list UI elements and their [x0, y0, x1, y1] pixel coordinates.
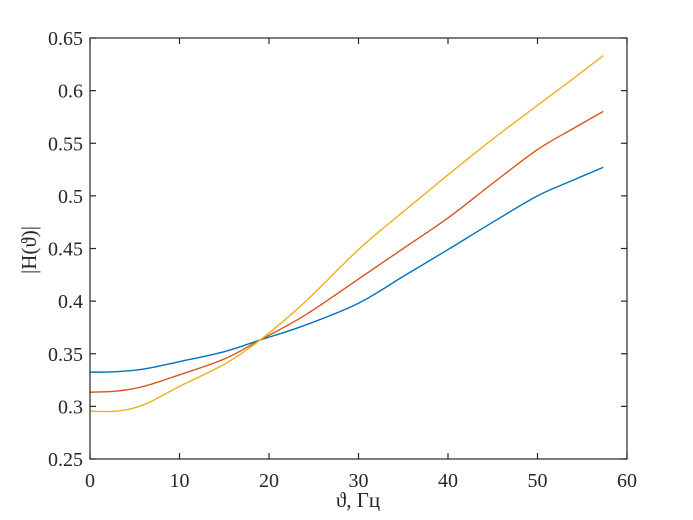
- y-axis-label: |H(ϑ)|: [17, 226, 41, 274]
- x-tick-label: 60: [617, 470, 637, 492]
- tick-marks: [89, 37, 628, 460]
- x-tick-label: 30: [349, 470, 369, 492]
- y-tick-label: 0.4: [58, 291, 83, 313]
- yellow-curve: [89, 55, 604, 413]
- y-tick-label: 0.55: [48, 133, 83, 155]
- y-tick-label: 0.35: [48, 344, 83, 366]
- y-tick-label: 0.65: [48, 28, 83, 50]
- tick-labels: 0 10 20 30 40 50 60 0.25 0.3 0.35 0.4 0.45 0.5 0.55 0.…: [48, 28, 637, 492]
- y-tick-label: 0.3: [58, 396, 83, 418]
- x-tick-label: 0: [85, 470, 95, 492]
- blue-curve: [89, 166, 604, 373]
- x-tick-label: 20: [259, 470, 279, 492]
- y-tick-label: 0.45: [48, 239, 83, 261]
- y-tick-label: 0.5: [58, 186, 83, 208]
- y-tick-label: 0.6: [58, 81, 83, 103]
- x-axis-label: ϑ, Гц: [336, 488, 380, 512]
- y-tick-label: 0.25: [48, 449, 83, 471]
- x-tick-label: 10: [170, 470, 190, 492]
- x-tick-label: 40: [438, 470, 458, 492]
- x-tick-label: 50: [528, 470, 548, 492]
- curves: [89, 55, 604, 413]
- plot-frame: [89, 37, 628, 460]
- red-curve: [89, 110, 604, 393]
